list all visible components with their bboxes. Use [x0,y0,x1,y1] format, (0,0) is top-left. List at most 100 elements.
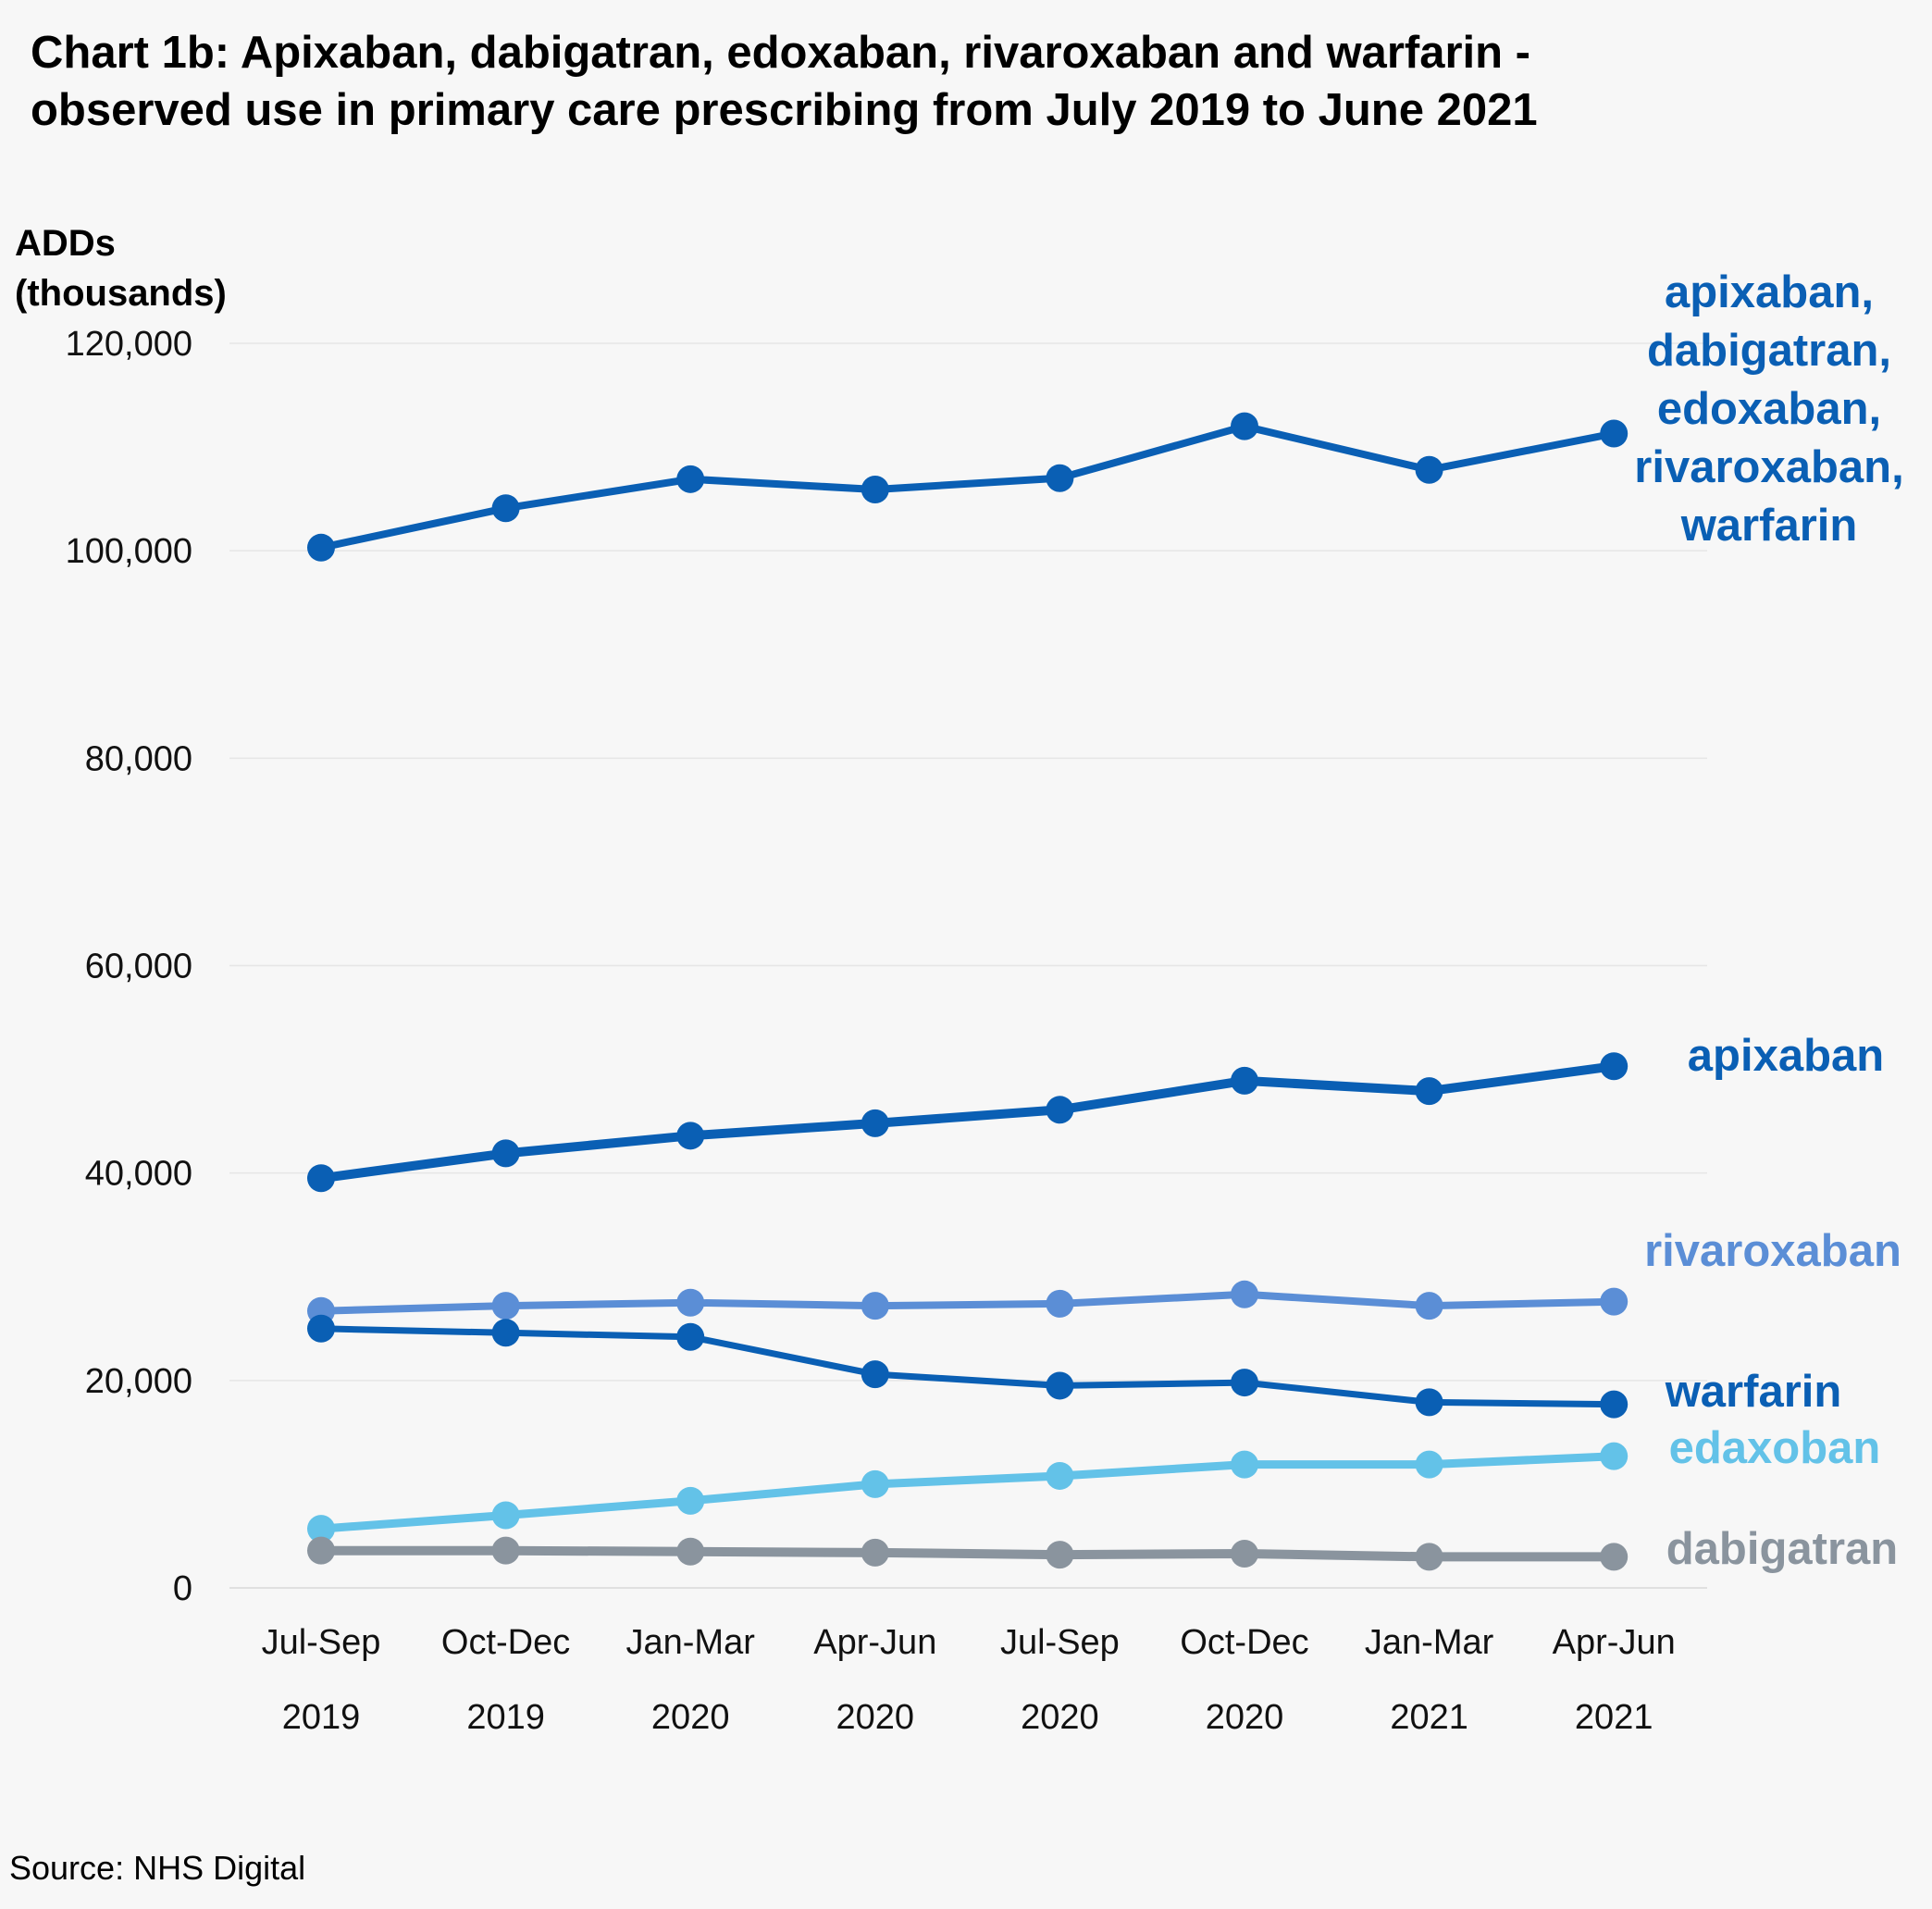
y-tick-label: 80,000 [85,739,192,778]
data-point [861,1360,889,1389]
x-axis-ticks: Jul-Sep 2019 Oct-Dec 2019 Jan-Mar 2020 Apr-Jun… [262,1623,1676,1737]
y-axis-label: ADDs (thousands) [15,218,227,318]
x-tick-label: 2020 [651,1698,730,1737]
series-line [316,1061,1619,1184]
data-point [1415,1543,1443,1571]
y-tick-label: 0 [173,1569,192,1608]
data-point [1231,1369,1258,1397]
series-line [316,1545,1619,1562]
y-tick-label: 40,000 [85,1155,192,1194]
data-point [676,1288,705,1317]
y-tick-label: 20,000 [85,1362,192,1401]
data-point [307,533,335,562]
data-point [1231,1450,1258,1479]
chart-title-line: Chart 1b: Apixaban, dabigatran, edoxaban… [31,28,1530,78]
series-label: dabigatran, [1647,326,1891,376]
x-tick-label: Apr-Jun [1553,1623,1676,1662]
x-tick-label: Oct-Dec [441,1623,570,1662]
data-point [676,465,705,493]
y-tick-label: 120,000 [66,325,192,364]
source-note: Source: NHS Digital [9,1849,306,1887]
gridlines [229,342,1707,1589]
data-point [491,1139,520,1168]
series-label: warfarin [1665,1367,1842,1417]
x-tick-label: Jul-Sep [262,1623,381,1662]
series-label: edoxaban, [1657,384,1881,434]
series-labels: apixaban, dabigatran, edoxaban, rivaroxaban… [1634,267,1903,1574]
data-point [676,1322,705,1351]
data-point [307,1515,335,1543]
data-point [1600,1287,1629,1316]
x-tick-label: 2019 [282,1698,361,1737]
data-point [861,1538,889,1567]
data-point [1600,419,1629,448]
data-point [676,1537,705,1566]
data-point [676,1486,705,1515]
data-point [491,1536,520,1565]
x-tick-label: 2020 [1021,1698,1099,1737]
y-tick-label: 100,000 [66,532,192,571]
data-point [1415,455,1443,484]
x-tick-label: 2019 [466,1698,545,1737]
x-tick-label: Jan-Mar [1365,1623,1494,1662]
data-point [1415,1077,1443,1106]
series-label: apixaban [1688,1031,1884,1081]
chart-title: Chart 1b: Apixaban, dabigatran, edoxaban… [31,24,1789,139]
data-point [1600,1052,1629,1081]
data-point [1231,412,1258,440]
data-point [676,1122,705,1150]
data-point [1046,1096,1074,1124]
x-tick-label: Apr-Jun [813,1623,936,1662]
data-point [1415,1450,1443,1479]
x-tick-label: 2021 [1575,1698,1653,1737]
series-lines [307,412,1629,1571]
data-point [307,1314,335,1343]
data-point [307,1164,335,1193]
series-line [317,1290,1618,1315]
data-point [307,1536,335,1565]
chart-title-line: observed use in primary care prescribing… [31,85,1538,135]
data-point [1415,1388,1443,1417]
series-label: rivaroxaban [1644,1226,1901,1276]
series-label: warfarin [1680,501,1858,551]
data-point [1231,1280,1258,1308]
data-point [861,1109,889,1137]
x-tick-label: Jan-Mar [626,1623,756,1662]
series-line [317,1325,1617,1408]
data-point [1600,1442,1629,1470]
data-point [861,476,889,504]
data-point [1231,1540,1258,1568]
data-point [491,1501,520,1530]
data-point [491,1319,520,1347]
data-point [861,1292,889,1320]
data-point [1415,1292,1443,1320]
data-point [1046,1541,1074,1569]
data-point [491,494,520,523]
y-axis-ticks: 0 20,000 40,000 60,000 80,000 100,000 120,000 [66,325,192,1608]
series-label: dabigatran [1666,1524,1898,1574]
series-label: edaxoban [1669,1423,1881,1473]
data-point [1231,1066,1258,1095]
y-tick-label: 60,000 [85,948,192,986]
data-point [491,1292,520,1320]
x-tick-label: Jul-Sep [1000,1623,1120,1662]
y-axis-label-line: (thousands) [15,273,227,314]
x-tick-label: 2020 [1206,1698,1284,1737]
series-label: apixaban, [1665,267,1874,317]
series-label: rivaroxaban, [1634,442,1903,492]
y-axis-label-line: ADDs [15,223,116,264]
x-tick-label: Oct-Dec [1180,1623,1308,1662]
data-point [1046,1371,1074,1400]
x-tick-label: 2021 [1390,1698,1468,1737]
data-point [1600,1390,1629,1419]
data-point [861,1469,889,1498]
series-line [316,1452,1618,1533]
data-point [1600,1543,1629,1571]
data-point [1046,1461,1074,1490]
x-tick-label: 2020 [836,1698,915,1737]
series-line [317,422,1618,552]
data-point [1046,1289,1074,1318]
data-point [1046,464,1074,492]
